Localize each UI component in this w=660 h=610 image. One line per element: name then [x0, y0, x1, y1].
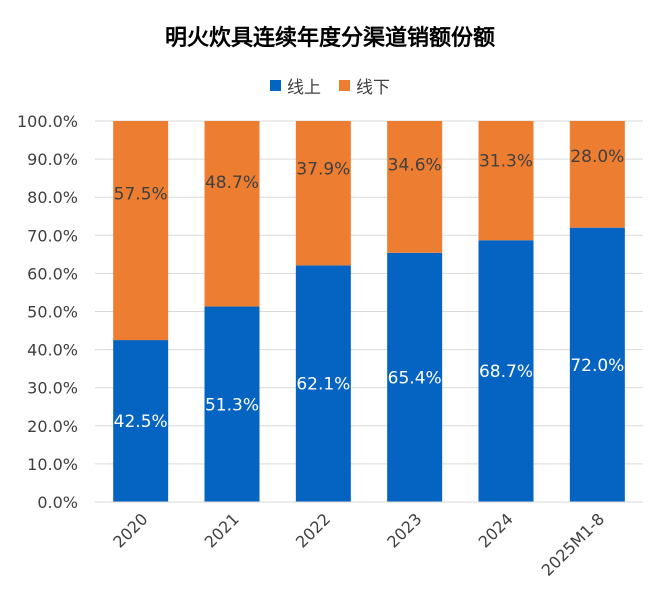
- y-tick-label: 50.0%: [27, 303, 78, 322]
- legend-label-offline: 线下: [356, 78, 390, 98]
- bar-offline: [478, 121, 534, 241]
- data-label: 65.4%: [388, 368, 442, 388]
- bar-online: [295, 265, 351, 502]
- y-tick-label: 10.0%: [27, 455, 78, 474]
- y-tick-label: 60.0%: [27, 264, 78, 283]
- data-label: 57.5%: [114, 184, 168, 204]
- data-label: 28.0%: [570, 147, 624, 167]
- y-tick-label: 40.0%: [27, 341, 78, 360]
- bar-offline: [569, 121, 625, 228]
- legend-label-online: 线上: [287, 78, 321, 98]
- legend-item-offline: 线下: [339, 73, 390, 98]
- x-tick-label: 2023: [383, 509, 425, 551]
- bar-online: [569, 227, 625, 502]
- bar-offline: [204, 121, 260, 307]
- data-label: 72.0%: [570, 356, 624, 376]
- y-tick-label: 0.0%: [37, 493, 78, 512]
- x-tick-label: 2025M1-8: [538, 509, 608, 579]
- data-label: 62.1%: [296, 375, 350, 395]
- bar-offline: [295, 121, 351, 266]
- chart-title: 明火炊具连续年度分渠道销额份额: [164, 26, 495, 51]
- y-tick-label: 70.0%: [27, 226, 78, 245]
- data-label: 34.6%: [388, 156, 442, 176]
- x-tick-label: 2024: [475, 509, 517, 551]
- data-label: 31.3%: [479, 151, 533, 171]
- data-label: 42.5%: [114, 412, 168, 432]
- bar-offline: [387, 121, 443, 253]
- y-tick-label: 100.0%: [17, 112, 78, 131]
- data-label: 48.7%: [205, 173, 259, 193]
- bar-online: [204, 306, 260, 502]
- legend-swatch-online: [270, 80, 281, 91]
- bar-online: [113, 340, 169, 502]
- y-tick-label: 80.0%: [27, 188, 78, 207]
- data-label: 37.9%: [296, 160, 350, 180]
- legend: 线上 线下: [0, 73, 660, 98]
- legend-swatch-offline: [339, 80, 350, 91]
- data-label: 51.3%: [205, 395, 259, 415]
- bar-online: [478, 240, 534, 503]
- bar-online: [387, 252, 443, 502]
- data-label: 68.7%: [479, 362, 533, 382]
- y-tick-label: 30.0%: [27, 379, 78, 398]
- x-tick-label: 2020: [109, 509, 151, 551]
- x-tick-label: 2022: [292, 509, 334, 551]
- y-tick-label: 20.0%: [27, 417, 78, 436]
- y-tick-label: 90.0%: [27, 150, 78, 169]
- bar-offline: [113, 121, 169, 341]
- legend-item-online: 线上: [270, 73, 321, 98]
- x-tick-label: 2021: [201, 509, 243, 551]
